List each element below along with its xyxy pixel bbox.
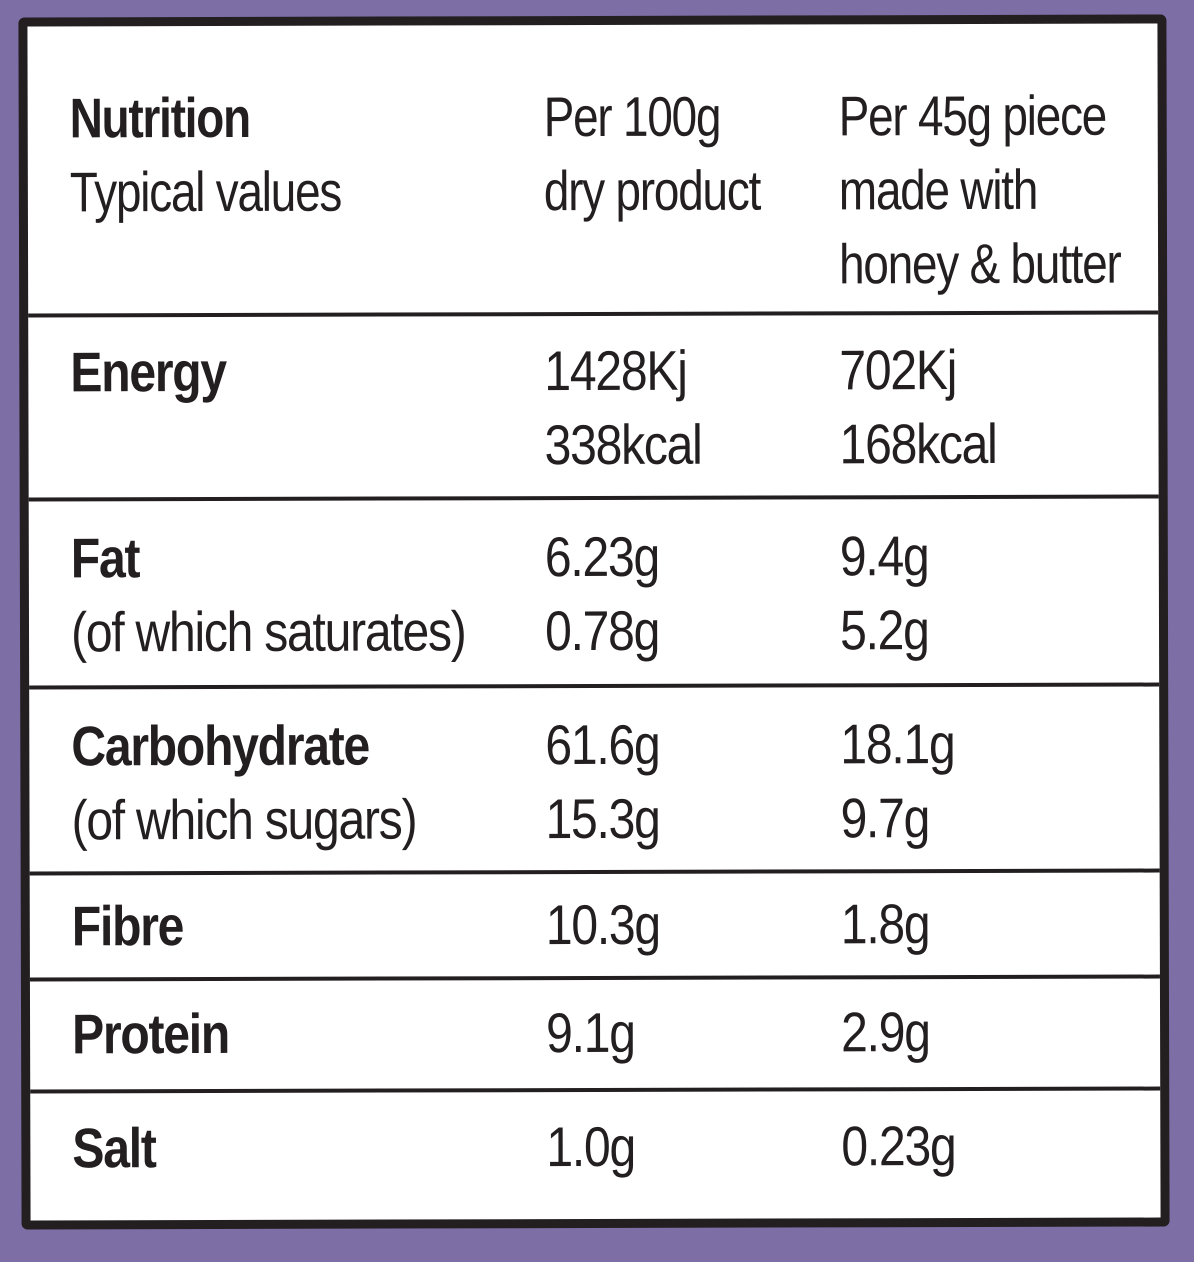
typical-values-label: Typical values (69, 159, 342, 224)
per-45g-value: 702Kj (839, 338, 957, 402)
made-with-header: made with (838, 157, 1038, 222)
per-45g-value-secondary: 5.2g (839, 598, 929, 662)
per-100g-value-secondary: 0.78g (544, 598, 660, 663)
nutrient-name: Fibre (71, 894, 184, 958)
per-100g-value: 61.6g (545, 712, 660, 777)
per-100g-value: 1.0g (546, 1114, 636, 1179)
per-45g-value: 1.8g (840, 892, 930, 956)
table-row: Salt 1.0g 0.23g (30, 1086, 1161, 1221)
table-row: Carbohydrate (of which sugars) 61.6g 15.… (29, 682, 1160, 872)
per-45g-value: 18.1g (840, 712, 955, 776)
nutrient-name: Salt (72, 1116, 156, 1180)
nutrient-name: Carbohydrate (71, 713, 370, 778)
per-100g-header: Per 100g (543, 84, 721, 149)
per-45g-value: 9.4g (839, 524, 929, 588)
per-100g-value: 6.23g (544, 524, 659, 589)
nutrition-table: Nutrition Typical values Per 100g dry pr… (18, 14, 1170, 1230)
nutrient-name: Protein (71, 1001, 230, 1066)
per-100g-value: 1428Kj (544, 338, 687, 403)
table-row: Fat (of which saturates) 6.23g 0.78g 9.4… (28, 494, 1160, 686)
nutrient-sub-label: (of which sugars) (71, 787, 417, 852)
dry-product-header: dry product (543, 158, 761, 223)
per-45g-value-secondary: 9.7g (840, 786, 930, 850)
per-100g-value: 10.3g (545, 892, 660, 957)
per-45g-value: 0.23g (841, 1114, 956, 1178)
honey-butter-header: honey & butter (838, 231, 1121, 296)
nutrient-name: Energy (70, 339, 226, 404)
per-100g-value-secondary: 15.3g (545, 786, 660, 851)
nutrition-title: Nutrition (69, 85, 250, 150)
nutrient-name: Fat (70, 526, 140, 590)
per-100g-value-secondary: 338kcal (544, 412, 702, 477)
table-row: Energy 1428Kj 338kcal 702Kj 168kcal (28, 310, 1159, 498)
per-45g-value: 2.9g (840, 1000, 930, 1064)
per-45g-header: Per 45g piece (838, 83, 1107, 148)
table-row: Protein 9.1g 2.9g (29, 974, 1161, 1090)
per-45g-value-secondary: 168kcal (839, 411, 997, 476)
nutrient-sub-label: (of which saturates) (70, 599, 466, 664)
header-row: Nutrition Typical values Per 100g dry pr… (27, 24, 1158, 314)
per-100g-value: 9.1g (545, 1000, 635, 1065)
table-row: Fibre 10.3g 1.8g (29, 868, 1160, 978)
